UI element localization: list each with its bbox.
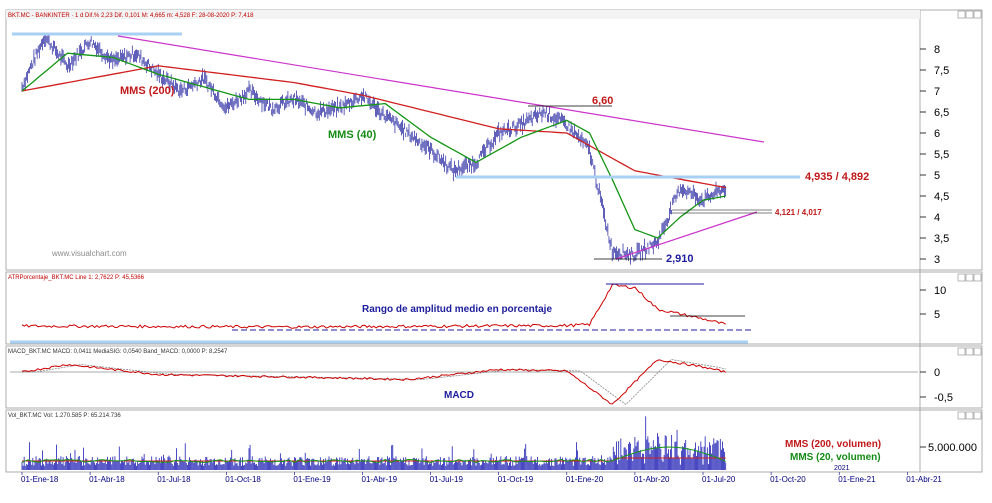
close-button[interactable] [973,10,982,19]
price-panel-controls [957,10,982,19]
x-tick-label: 01-Abr-20 [634,475,670,484]
x-tick-label: 01-Oct-20 [770,475,806,484]
x-tick-label: 01-Abr-19 [362,475,398,484]
volume-axis: 5.000.000 [920,442,977,454]
x-tick-label: 01-Ene-18 [21,475,59,484]
price-tick-label: 5 [934,170,940,182]
price-layer [21,33,727,265]
resistance-label: 4,935 / 4,892 [805,171,869,183]
x-tick-label: 01-Oct-18 [225,475,261,484]
close-button[interactable] [973,347,982,356]
close-button[interactable] [973,273,982,282]
price-tick-label: 6,5 [934,107,949,119]
support-label: 4,121 / 4,017 [775,208,822,217]
minimize-button[interactable] [957,10,966,19]
macd-layer [21,359,727,406]
macd-signal-line [22,359,726,406]
x-tick-label: 01-Jul-20 [702,475,736,484]
atr-line [21,283,726,329]
price-tick-label: 4 [934,212,940,224]
price-tick-label: 3,5 [934,233,949,245]
x-tick-label: 01-Jul-19 [430,475,464,484]
mms200-label: MMS (200) [120,85,175,97]
price-axis: 8 7,5 7 6,5 6 5,5 5 4,5 4 3,5 3 [920,44,949,266]
x-tick-label: 01-Oct-19 [498,475,534,484]
maximize-button[interactable] [965,10,974,19]
close-button[interactable] [973,411,982,420]
volume-tick-label: 5.000.000 [928,442,977,454]
volume-layer [21,416,727,470]
macd-line [21,359,727,405]
macd-label: MACD [444,390,474,401]
bullish-trendline [615,211,758,260]
price-tick-label: 8 [934,44,940,56]
mms200-line [21,65,726,189]
macd-axis: 0 -0,5 [920,367,953,404]
x-tick-label: 01-Abr-21 [906,475,942,484]
mms40-line [21,52,726,239]
price-tick-label: 7,5 [934,65,949,77]
atr-header: ATRPorcentaje_BKT.MC Line 1: 2,7622 P: 4… [8,275,145,281]
volume-mms20-label: MMS (20, volumen) [790,452,881,463]
bearish-trendline [117,35,765,143]
x-tick-label: 01-Ene-20 [566,475,604,484]
atr-label: Rango de amplitud medio en porcentaje [362,304,552,315]
x-tick-label: 01-Jul-18 [157,475,191,484]
atr-layer [21,283,726,329]
macd-panel-controls [957,347,982,356]
price-tick-label: 6 [934,128,940,140]
maximize-button[interactable] [965,273,974,282]
atr-panel-controls [957,273,982,282]
atr-tick-label: 5 [934,309,940,321]
high-label: 6,60 [592,95,613,107]
macd-tick-label: -0,5 [934,392,953,404]
price-header: BKT.MC - BANKINTER · 1 d Dif.% 2,23 Dif.… [8,13,254,19]
atr-tick-label: 10 [934,285,946,297]
volume-header: Vol_BKT.MC Vol: 1.270.585 P: 65.214.736 [8,413,121,419]
minimize-button[interactable] [957,411,966,420]
price-tick-label: 5,5 [934,149,949,161]
watermark: www.visualchart.com [51,249,127,258]
mms40-label: MMS (40) [328,129,377,141]
macd-tick-label: 0 [934,367,940,379]
atr-axis: 10 5 [920,285,946,321]
year-tag: 2021 [834,465,850,472]
price-tick-label: 3 [934,254,940,266]
price-tick-label: 4,5 [934,191,949,203]
volume-panel-controls [957,411,982,420]
price-tick-label: 7 [934,86,940,98]
volume-mms20-line [21,446,726,464]
x-tick-label: 01-Ene-21 [838,475,876,484]
maximize-button[interactable] [965,411,974,420]
minimize-button[interactable] [957,273,966,282]
x-tick-label: 01-Abr-18 [89,475,125,484]
maximize-button[interactable] [965,347,974,356]
low-label: 2,910 [666,253,694,265]
price-panel [5,9,983,271]
x-tick-label: 01-Ene-19 [293,475,331,484]
atr-panel [5,271,983,345]
macd-panel [5,345,983,409]
macd-header: MACD_BKT.MC MACD: 0,0411 MediaSIG: 0,054… [8,349,228,355]
minimize-button[interactable] [957,347,966,356]
x-axis: 01-Ene-18 01-Abr-18 01-Jul-18 01-Oct-18 01-E… [21,472,942,484]
volume-mms200-label: MMS (200, volumen) [785,439,881,450]
